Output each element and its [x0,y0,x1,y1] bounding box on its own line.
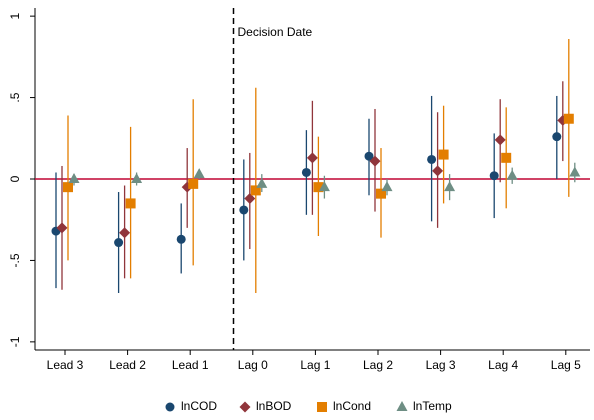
legend-label: lnBOD [256,399,292,413]
legend-label: lnCond [333,399,371,413]
legend-label: lnCOD [181,399,217,413]
x-tick-label: Lead 2 [109,358,146,372]
annotation: Decision Date [238,25,313,39]
point [569,166,581,177]
point [318,181,330,192]
x-tick-label: Lag 4 [488,358,518,372]
legend-label: lnTemp [413,399,452,413]
y-tick-label: .5 [8,92,22,102]
point [68,173,80,183]
point [306,152,318,164]
point [489,171,499,181]
point [244,193,256,205]
point [256,177,268,188]
point [56,222,68,234]
y-tick-label: 1 [8,12,22,19]
legend-marker [317,402,327,412]
y-tick-label: -.5 [8,253,22,267]
point [427,154,437,164]
point [313,182,324,193]
legend-marker [165,402,175,412]
point [131,173,143,183]
point [432,165,444,177]
point [494,134,506,146]
point [552,132,562,142]
point [125,198,136,209]
x-tick-label: Lag 0 [238,358,268,372]
legend-marker [396,401,408,411]
point [119,227,131,239]
point [369,155,381,167]
point [506,169,518,180]
point [63,182,73,193]
point [188,178,199,189]
x-tick-label: Lag 5 [551,358,581,372]
point [114,238,124,248]
x-tick-label: Lag 2 [363,358,393,372]
x-tick-label: Lead 3 [47,358,84,372]
point [501,152,512,163]
legend-marker [239,401,251,413]
x-tick-label: Lag 3 [426,358,456,372]
point [364,151,374,161]
point [376,188,386,199]
point [250,185,261,196]
y-tick-label: -1 [8,336,22,347]
point [193,168,205,179]
x-tick-label: Lead 1 [172,358,209,372]
point [563,113,574,124]
point [301,167,311,177]
point [381,181,393,192]
x-tick-label: Lag 1 [300,358,330,372]
y-tick-label: 0 [8,175,22,182]
point [438,149,449,160]
point [444,181,456,192]
point [239,205,249,215]
point [176,234,186,244]
